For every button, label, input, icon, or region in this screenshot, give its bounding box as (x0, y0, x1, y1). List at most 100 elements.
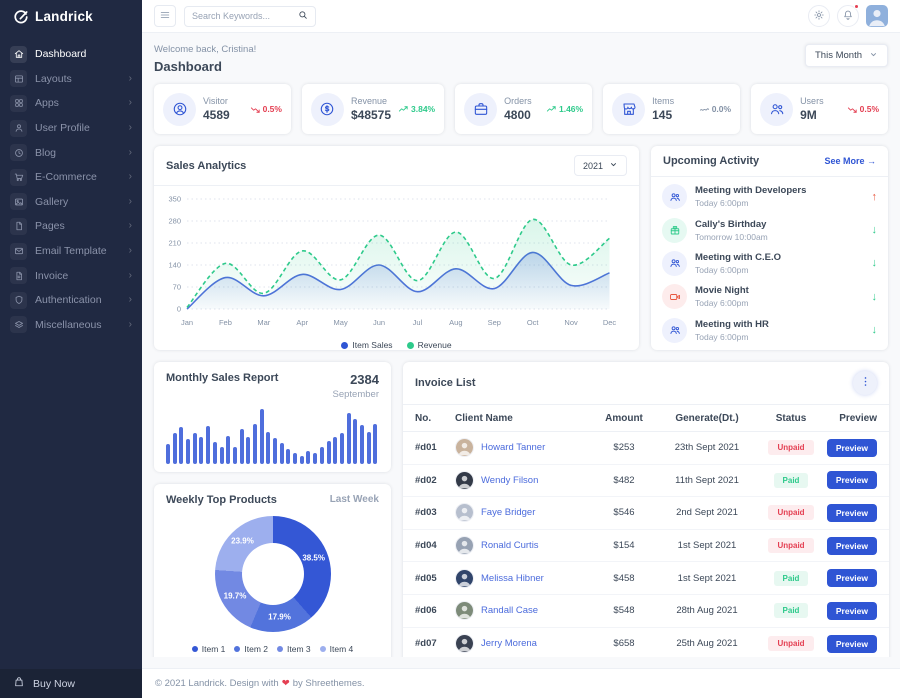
preview-button[interactable]: Preview (826, 471, 877, 490)
pie-legend-item-4[interactable]: Item 4 (319, 644, 353, 654)
preview-button[interactable]: Preview (826, 569, 877, 588)
brand-logo[interactable]: Landrick (0, 0, 142, 33)
settings-button[interactable] (808, 5, 830, 27)
search-input[interactable] (192, 11, 294, 21)
pie-legend-item-1[interactable]: Item 1 (191, 644, 225, 654)
sidebar-item-layouts[interactable]: Layouts › (0, 67, 142, 92)
sidebar-item-email-template[interactable]: Email Template › (0, 239, 142, 264)
sales-bar (306, 450, 311, 464)
buy-now-button[interactable]: Buy Now (0, 669, 142, 698)
stat-value: 145 (652, 108, 673, 122)
invoice-date: 2nd Sept 2021 (676, 507, 738, 519)
period-selector[interactable]: This Month (805, 44, 888, 67)
status-cell: Unpaid (759, 440, 823, 456)
svg-text:Jun: Jun (373, 318, 385, 327)
status-cell: Unpaid (759, 505, 823, 521)
svg-text:Sep: Sep (488, 318, 501, 327)
invoice-options-button[interactable] (853, 371, 877, 395)
client-name-link[interactable]: Wendy Filson (481, 474, 539, 486)
invoice-number: #d05 (415, 572, 437, 584)
see-more-link[interactable]: See More → (824, 156, 876, 166)
svg-text:May: May (334, 318, 348, 327)
sidebar-item-e-commerce[interactable]: E-Commerce › (0, 165, 142, 190)
sidebar-item-label: Invoice (35, 269, 69, 282)
upcoming-activity-card: Upcoming Activity See More → Meeting wit… (651, 146, 888, 350)
sidebar-item-dashboard[interactable]: Dashboard (0, 42, 142, 67)
sidebar-item-apps[interactable]: Apps › (0, 91, 142, 116)
invoice-column-header: Generate(Dt.) (675, 412, 739, 424)
welcome-text: Welcome back, Cristina! (154, 44, 257, 55)
activity-texts: Cally's Birthday Tomorrow 10:00am (695, 219, 768, 242)
invoice-row: #d06 Randall Case $548 28th Aug 2021 Paid Pre… (403, 595, 889, 628)
svg-text:Mar: Mar (257, 318, 270, 327)
activity-item[interactable]: Movie Night Today 6:00pm ↓ (662, 280, 877, 313)
legend-item-revenue[interactable]: Revenue (406, 340, 452, 350)
monthly-sales-card: Monthly Sales Report 2384 September (154, 362, 391, 472)
arrow-down-icon: ↓ (871, 224, 878, 237)
sidebar-item-gallery[interactable]: Gallery › (0, 190, 142, 215)
preview-button[interactable]: Preview (826, 634, 877, 653)
sidebar-item-blog[interactable]: Blog › (0, 140, 142, 165)
sidebar-item-label: Blog (35, 146, 57, 159)
user-avatar[interactable] (866, 5, 888, 27)
client-avatar (455, 536, 474, 556)
client-name-link[interactable]: Ronald Curtis (481, 540, 539, 552)
invoice-row: #d01 Howard Tanner $253 23th Sept 2021 Unpai… (403, 432, 889, 465)
sales-bar (179, 427, 184, 464)
weekly-products-header: Weekly Top Products Last Week (166, 494, 379, 506)
user-icon (15, 124, 22, 132)
sidebar-item-user-profile[interactable]: User Profile › (0, 116, 142, 141)
notifications-button[interactable] (837, 4, 859, 27)
copyright-suffix: by Shreethemes. (292, 678, 365, 689)
sidebar-item-invoice[interactable]: Invoice › (0, 263, 142, 288)
client-avatar (455, 568, 474, 588)
pie-legend-item-3[interactable]: Item 3 (277, 644, 311, 654)
client-name-link[interactable]: Randall Case (481, 605, 539, 617)
invoice-column-header: Preview (839, 412, 877, 424)
client-name-link[interactable]: Faye Bridger (481, 507, 536, 519)
legend-dot (341, 341, 349, 349)
sidebar-item-authentication[interactable]: Authentication › (0, 288, 142, 313)
invoice-date: 11th Sept 2021 (675, 474, 739, 486)
menu-toggle-button[interactable] (154, 5, 176, 27)
legend-dot (277, 646, 283, 652)
svg-text:Nov: Nov (564, 318, 578, 327)
sales-bar (313, 452, 318, 464)
legend-item-item-sales[interactable]: Item Sales (341, 340, 393, 350)
pie-legend-item-2[interactable]: Item 2 (234, 644, 268, 654)
user-circle-icon (173, 102, 186, 116)
year-selector[interactable]: 2021 (573, 155, 627, 176)
status-cell: Paid (759, 570, 823, 586)
sidebar-item-miscellaneous[interactable]: Miscellaneous › (0, 313, 142, 338)
preview-button[interactable]: Preview (826, 601, 877, 620)
preview-button[interactable]: Preview (826, 536, 877, 555)
donut-slice-label: 23.9% (231, 536, 254, 546)
client-name-link[interactable]: Howard Tanner (481, 442, 546, 454)
sidebar-item-pages[interactable]: Pages › (0, 214, 142, 239)
activity-item[interactable]: Meeting with HR Today 6:00pm ↓ (662, 314, 877, 347)
activity-item[interactable]: Cally's Birthday Tomorrow 10:00am ↓ (662, 213, 877, 246)
invoice-column-header: Client Name (455, 412, 513, 424)
chevron-right-icon: › (128, 245, 132, 257)
preview-button[interactable]: Preview (826, 438, 877, 457)
activity-item[interactable]: Meeting with Developers Today 6:00pm ↑ (662, 180, 877, 213)
stat-change: 0.5% (250, 104, 282, 115)
page-footer: © 2021 Landrick. Design with ❤ by Shreet… (142, 668, 900, 698)
svg-text:Oct: Oct (527, 318, 540, 327)
donut-chart-zone: 38.5% 17.9% 19.7% 23.9% (166, 506, 379, 641)
sales-bar (219, 447, 224, 464)
topbar (142, 0, 900, 33)
sales-bar (299, 456, 304, 464)
period-selector-value: This Month (815, 50, 862, 61)
preview-button[interactable]: Preview (826, 503, 877, 522)
svg-text:Apr: Apr (296, 318, 308, 327)
invoice-number: #d01 (415, 442, 437, 454)
gift-icon (670, 226, 679, 235)
preview-cell: Preview (823, 536, 877, 555)
activity-item[interactable]: Meeting with C.E.O Today 6:00pm ↓ (662, 247, 877, 280)
invoice-number: #d07 (415, 638, 437, 650)
activity-title: Meeting with Developers (695, 185, 807, 197)
page-header: Welcome back, Cristina! Dashboard This M… (154, 44, 888, 74)
client-name-link[interactable]: Jerry Morena (481, 638, 537, 650)
client-name-link[interactable]: Melissa Hibner (481, 572, 544, 584)
